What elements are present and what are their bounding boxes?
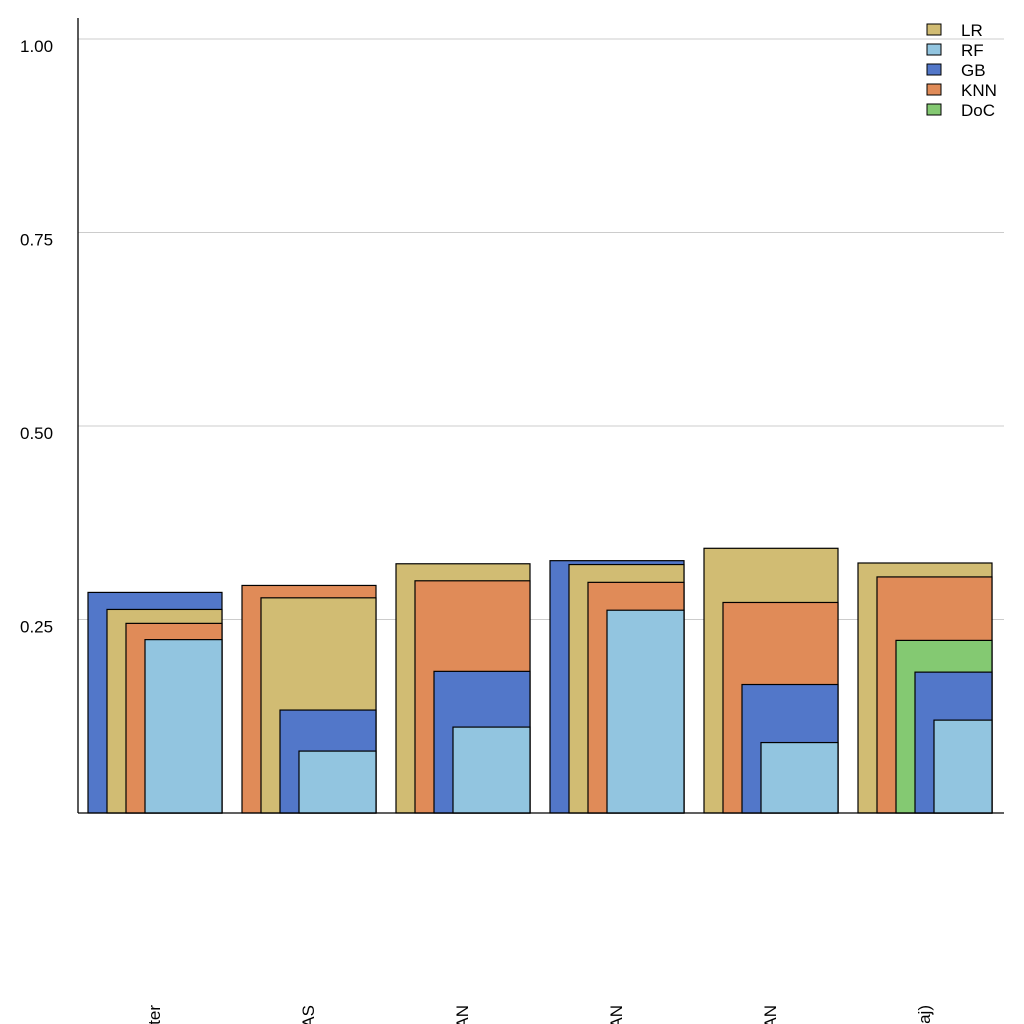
x-axis-category-labels: Repeater ProWRAS GAN CTGAN CTAB-GAN ConvGeN(m… <box>145 1005 934 1024</box>
y-tick-label: 0.50 <box>20 424 53 443</box>
bar-rf <box>144 639 223 814</box>
bar-rf <box>452 726 531 814</box>
legend-swatch <box>926 83 942 96</box>
bar-group-gan <box>395 563 531 814</box>
x-category-label: Repeater <box>145 1005 164 1024</box>
legend-item-gb: GB <box>926 61 986 80</box>
legend-label: RF <box>961 41 984 60</box>
legend-label: LR <box>961 21 983 40</box>
bar-group-ctab-gan <box>703 547 839 814</box>
legend-item-doc: DoC <box>926 101 995 120</box>
x-category-label: ProWRAS <box>299 1005 318 1024</box>
legend-label: GB <box>961 61 986 80</box>
legend-swatch <box>926 43 942 56</box>
bar-rf <box>606 609 685 814</box>
bar-group-ctgan <box>549 560 685 814</box>
x-category-label: ConvGeN(min,maj) <box>915 1005 934 1024</box>
legend-item-lr: LR <box>926 21 983 40</box>
y-tick-label: 0.25 <box>20 618 53 637</box>
legend-label: DoC <box>961 101 995 120</box>
y-tick-label: 1.00 <box>20 37 53 56</box>
x-category-label: GAN <box>453 1005 472 1024</box>
bar-rf <box>298 750 377 814</box>
gridlines <box>78 38 1004 620</box>
bar-rf <box>933 719 993 814</box>
legend-swatch <box>926 23 942 36</box>
legend-label: KNN <box>961 81 997 100</box>
bar-group-prowras <box>241 584 377 814</box>
bar-rf <box>760 741 839 814</box>
legend-item-knn: KNN <box>926 81 997 100</box>
x-category-label: CTGAN <box>607 1005 626 1024</box>
y-axis-ticks: 0.25 0.50 0.75 1.00 <box>20 37 53 637</box>
axes <box>77 18 1004 814</box>
y-tick-label: 0.75 <box>20 231 53 250</box>
x-category-label: CTAB-GAN <box>761 1005 780 1024</box>
legend-swatch <box>926 63 942 76</box>
legend-item-rf: RF <box>926 41 984 60</box>
bar-group-repeater <box>87 591 223 814</box>
legend-swatch <box>926 103 942 116</box>
bar-group-convgen-min-maj- <box>857 562 993 814</box>
bars <box>87 547 993 814</box>
